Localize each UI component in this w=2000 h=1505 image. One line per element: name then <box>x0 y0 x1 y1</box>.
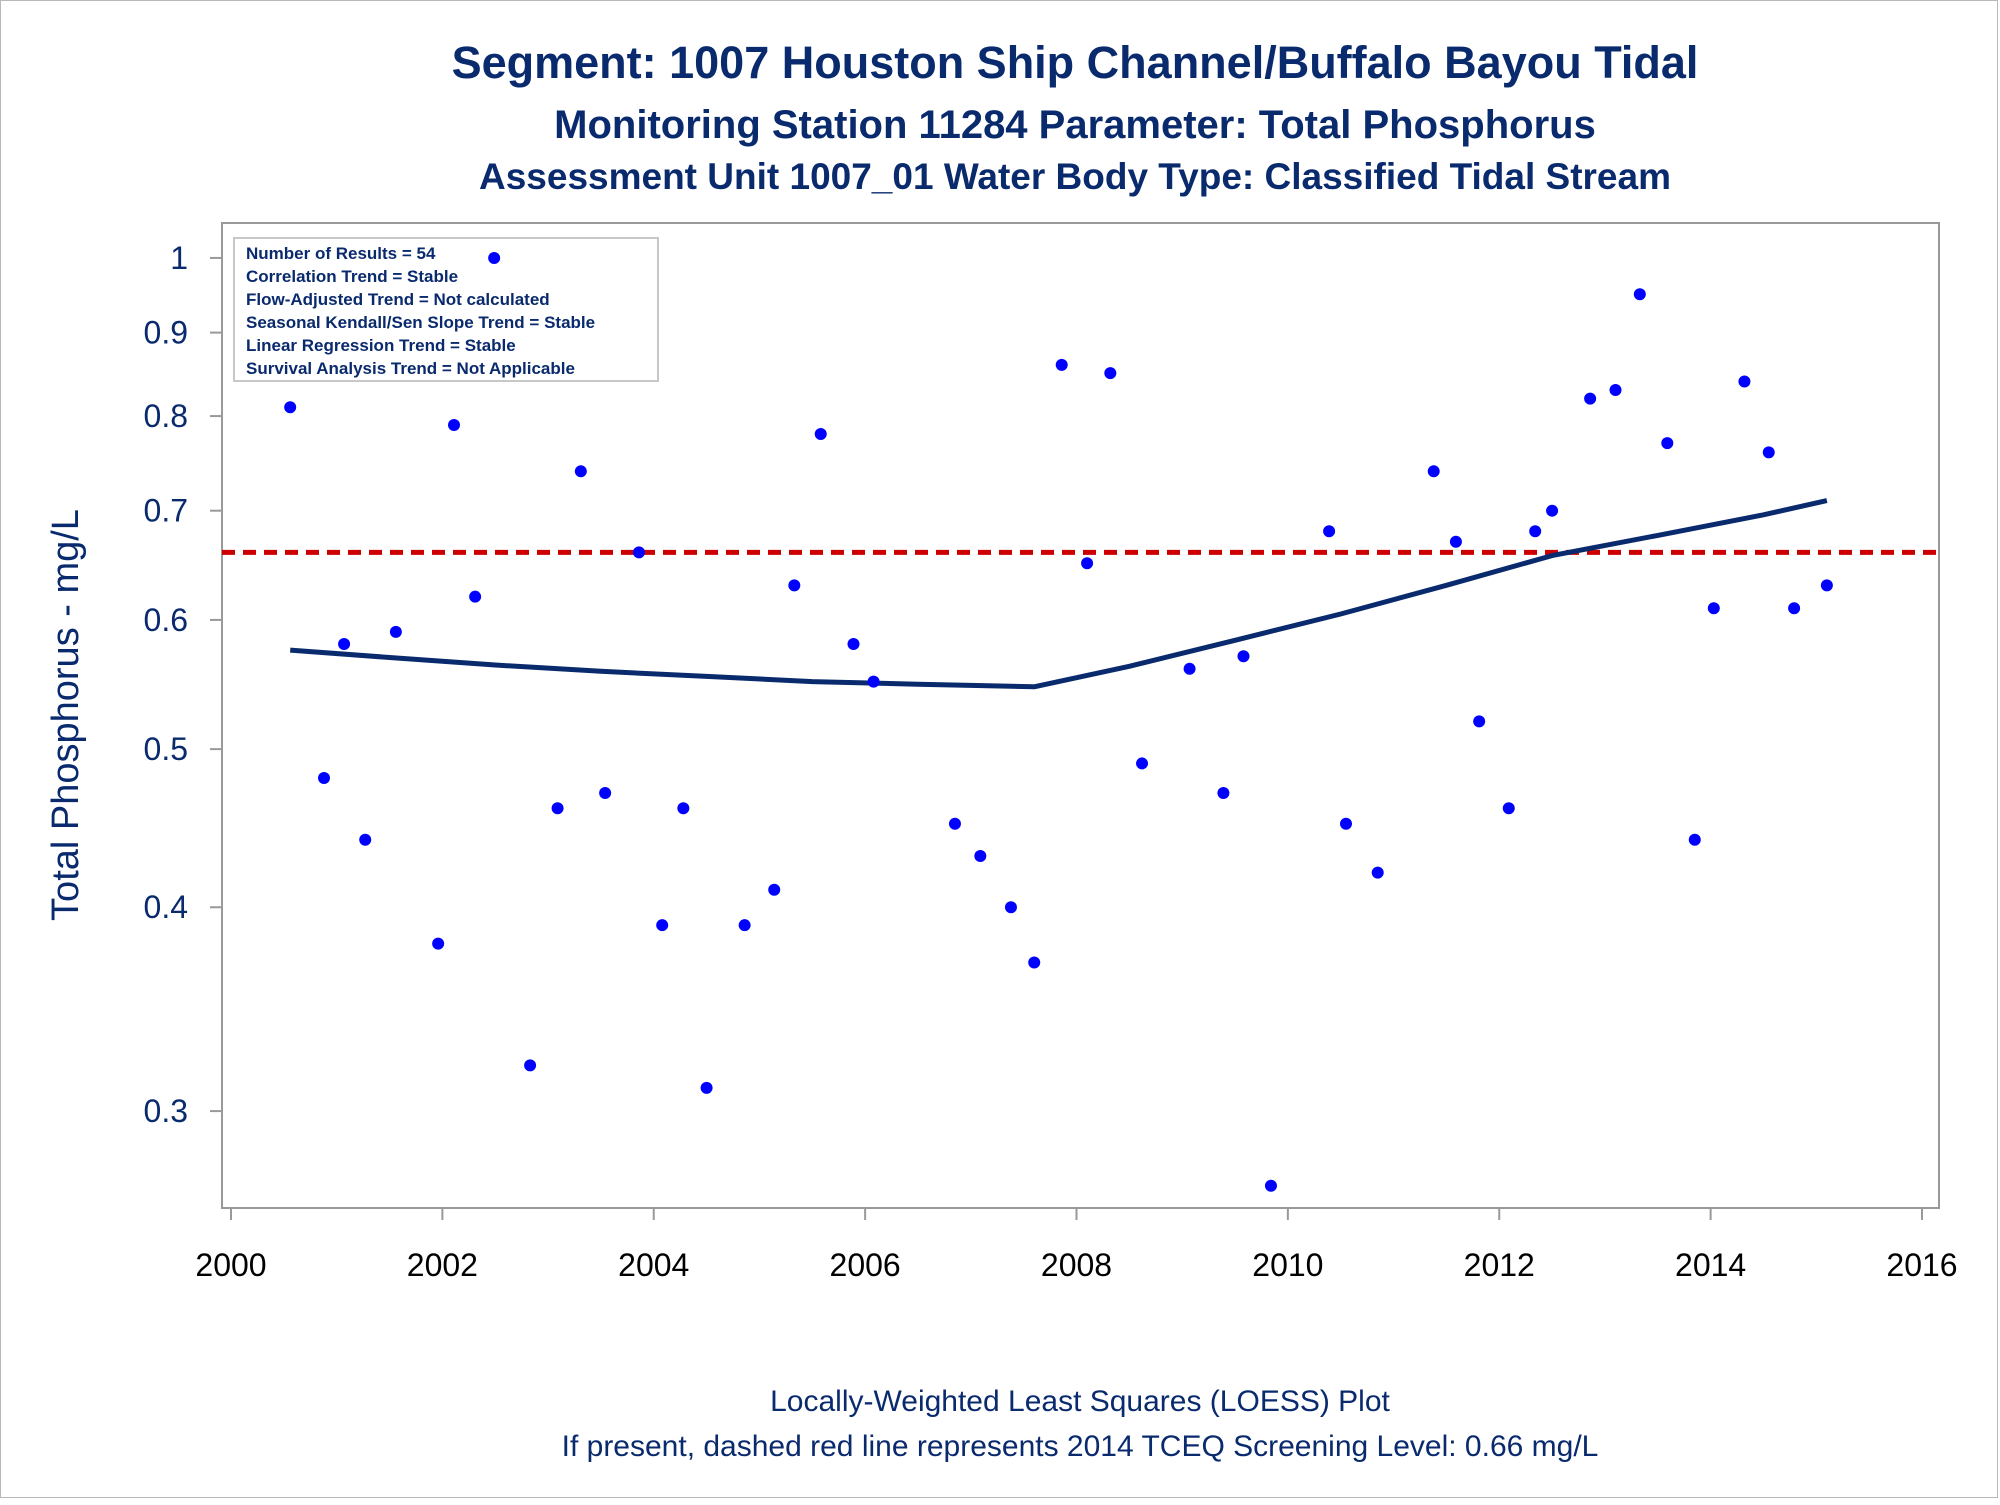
data-point <box>788 579 801 592</box>
inset-line-correlation: Correlation Trend = Stable <box>246 267 458 286</box>
data-point <box>1237 650 1250 663</box>
data-point <box>1502 802 1515 815</box>
x-tick-label: 2012 <box>1464 1247 1535 1283</box>
y-tick-label: 0.8 <box>144 398 188 434</box>
y-tick-label: 0.6 <box>144 602 188 638</box>
data-point <box>389 625 402 638</box>
data-point <box>1584 392 1597 405</box>
data-point <box>488 251 501 264</box>
chart-subtitle-station: Monitoring Station 11284 Parameter: Tota… <box>554 103 1596 147</box>
data-point <box>338 637 351 650</box>
data-point <box>599 786 612 799</box>
x-tick-label: 2010 <box>1252 1247 1323 1283</box>
footnote-loess: Locally-Weighted Least Squares (LOESS) P… <box>770 1385 1390 1418</box>
inset-border <box>233 237 659 382</box>
data-point <box>1738 375 1751 388</box>
data-point <box>738 919 751 932</box>
data-point <box>1707 602 1720 615</box>
data-point <box>1323 525 1336 538</box>
data-point <box>867 675 880 688</box>
x-tick-label: 2000 <box>195 1247 266 1283</box>
inset-line-linear-regression: Linear Regression Trend = Stable <box>246 336 516 355</box>
data-point <box>700 1081 713 1094</box>
data-point <box>551 802 564 815</box>
y-tick-label: 0.4 <box>144 889 188 925</box>
data-point <box>1762 446 1775 459</box>
inset-line-results: Number of Results = 54 <box>246 244 436 263</box>
data-point <box>656 919 669 932</box>
y-tick-label: 0.7 <box>144 493 188 529</box>
data-point <box>1633 288 1646 301</box>
data-point <box>1427 465 1440 478</box>
trend-stats-inset: Number of Results = 54 Correlation Trend… <box>233 237 659 382</box>
data-point <box>1104 367 1117 380</box>
data-point <box>1473 715 1486 728</box>
chart-title: Segment: 1007 Houston Ship Channel/Buffa… <box>452 37 1699 88</box>
loess-line <box>290 498 1828 690</box>
data-point <box>448 418 461 431</box>
x-tick-label: 2016 <box>1886 1247 1957 1283</box>
data-point <box>1004 901 1017 914</box>
data-point <box>1136 757 1149 770</box>
data-point <box>1546 504 1559 517</box>
inset-line-flow-adjusted: Flow-Adjusted Trend = Not calculated <box>246 290 550 309</box>
data-point <box>1449 535 1462 548</box>
data-point <box>1028 956 1041 969</box>
inset-line-seasonal-kendall: Seasonal Kendall/Sen Slope Trend = Stabl… <box>246 313 595 332</box>
data-point <box>524 1059 537 1072</box>
data-point <box>1788 602 1801 615</box>
y-tick-label: 0.9 <box>144 315 188 351</box>
y-tick-label: 1 <box>170 240 188 276</box>
x-tick-label: 2014 <box>1675 1247 1746 1283</box>
x-tick-label: 2006 <box>830 1247 901 1283</box>
footnote-screening: If present, dashed red line represents 2… <box>562 1430 1599 1463</box>
data-point <box>284 401 297 414</box>
data-point <box>1183 662 1196 675</box>
chart-subtitle-assessment: Assessment Unit 1007_01 Water Body Type:… <box>479 156 1671 197</box>
y-axis: 0.3 0.4 0.5 0.6 0.7 0.8 0.9 1 <box>144 240 222 1129</box>
data-point <box>1688 833 1701 846</box>
data-point <box>974 849 987 862</box>
data-point <box>1264 1179 1277 1192</box>
data-point <box>1529 525 1542 538</box>
x-axis: 2000 2002 2004 2006 2008 2010 2012 2014 2016 <box>195 1208 1958 1283</box>
data-point <box>574 465 587 478</box>
data-point <box>432 937 445 950</box>
data-point <box>1661 437 1674 450</box>
y-tick-label: 0.5 <box>144 731 188 767</box>
data-point <box>948 817 961 830</box>
x-tick-label: 2004 <box>618 1247 689 1283</box>
data-point <box>1371 866 1384 879</box>
data-point <box>318 772 331 785</box>
plot-area-frame <box>221 222 1940 1209</box>
data-point <box>1609 383 1622 396</box>
y-tick-label: 0.3 <box>144 1093 188 1129</box>
points-layer <box>284 251 1833 1192</box>
data-point <box>1217 786 1230 799</box>
data-point <box>768 883 781 896</box>
data-point <box>632 546 645 559</box>
data-point <box>814 428 827 441</box>
data-point <box>469 590 482 603</box>
data-point <box>677 802 690 815</box>
loess-layer <box>290 498 1828 690</box>
y-axis-label: Total Phosphorus - mg/L <box>45 509 87 921</box>
data-point <box>1820 579 1833 592</box>
data-point <box>847 637 860 650</box>
data-point <box>359 833 372 846</box>
x-tick-label: 2002 <box>407 1247 478 1283</box>
data-point <box>1340 817 1353 830</box>
data-point <box>1055 358 1068 371</box>
data-point <box>1081 557 1094 570</box>
x-tick-label: 2008 <box>1041 1247 1112 1283</box>
inset-line-survival-analysis: Survival Analysis Trend = Not Applicable <box>246 359 575 378</box>
